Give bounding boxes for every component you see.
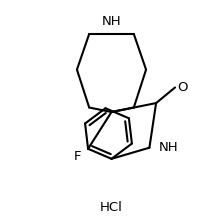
Text: NH: NH <box>158 141 178 154</box>
Text: HCl: HCl <box>100 201 123 214</box>
Text: O: O <box>177 81 188 94</box>
Text: F: F <box>74 150 81 163</box>
Text: NH: NH <box>102 15 121 28</box>
